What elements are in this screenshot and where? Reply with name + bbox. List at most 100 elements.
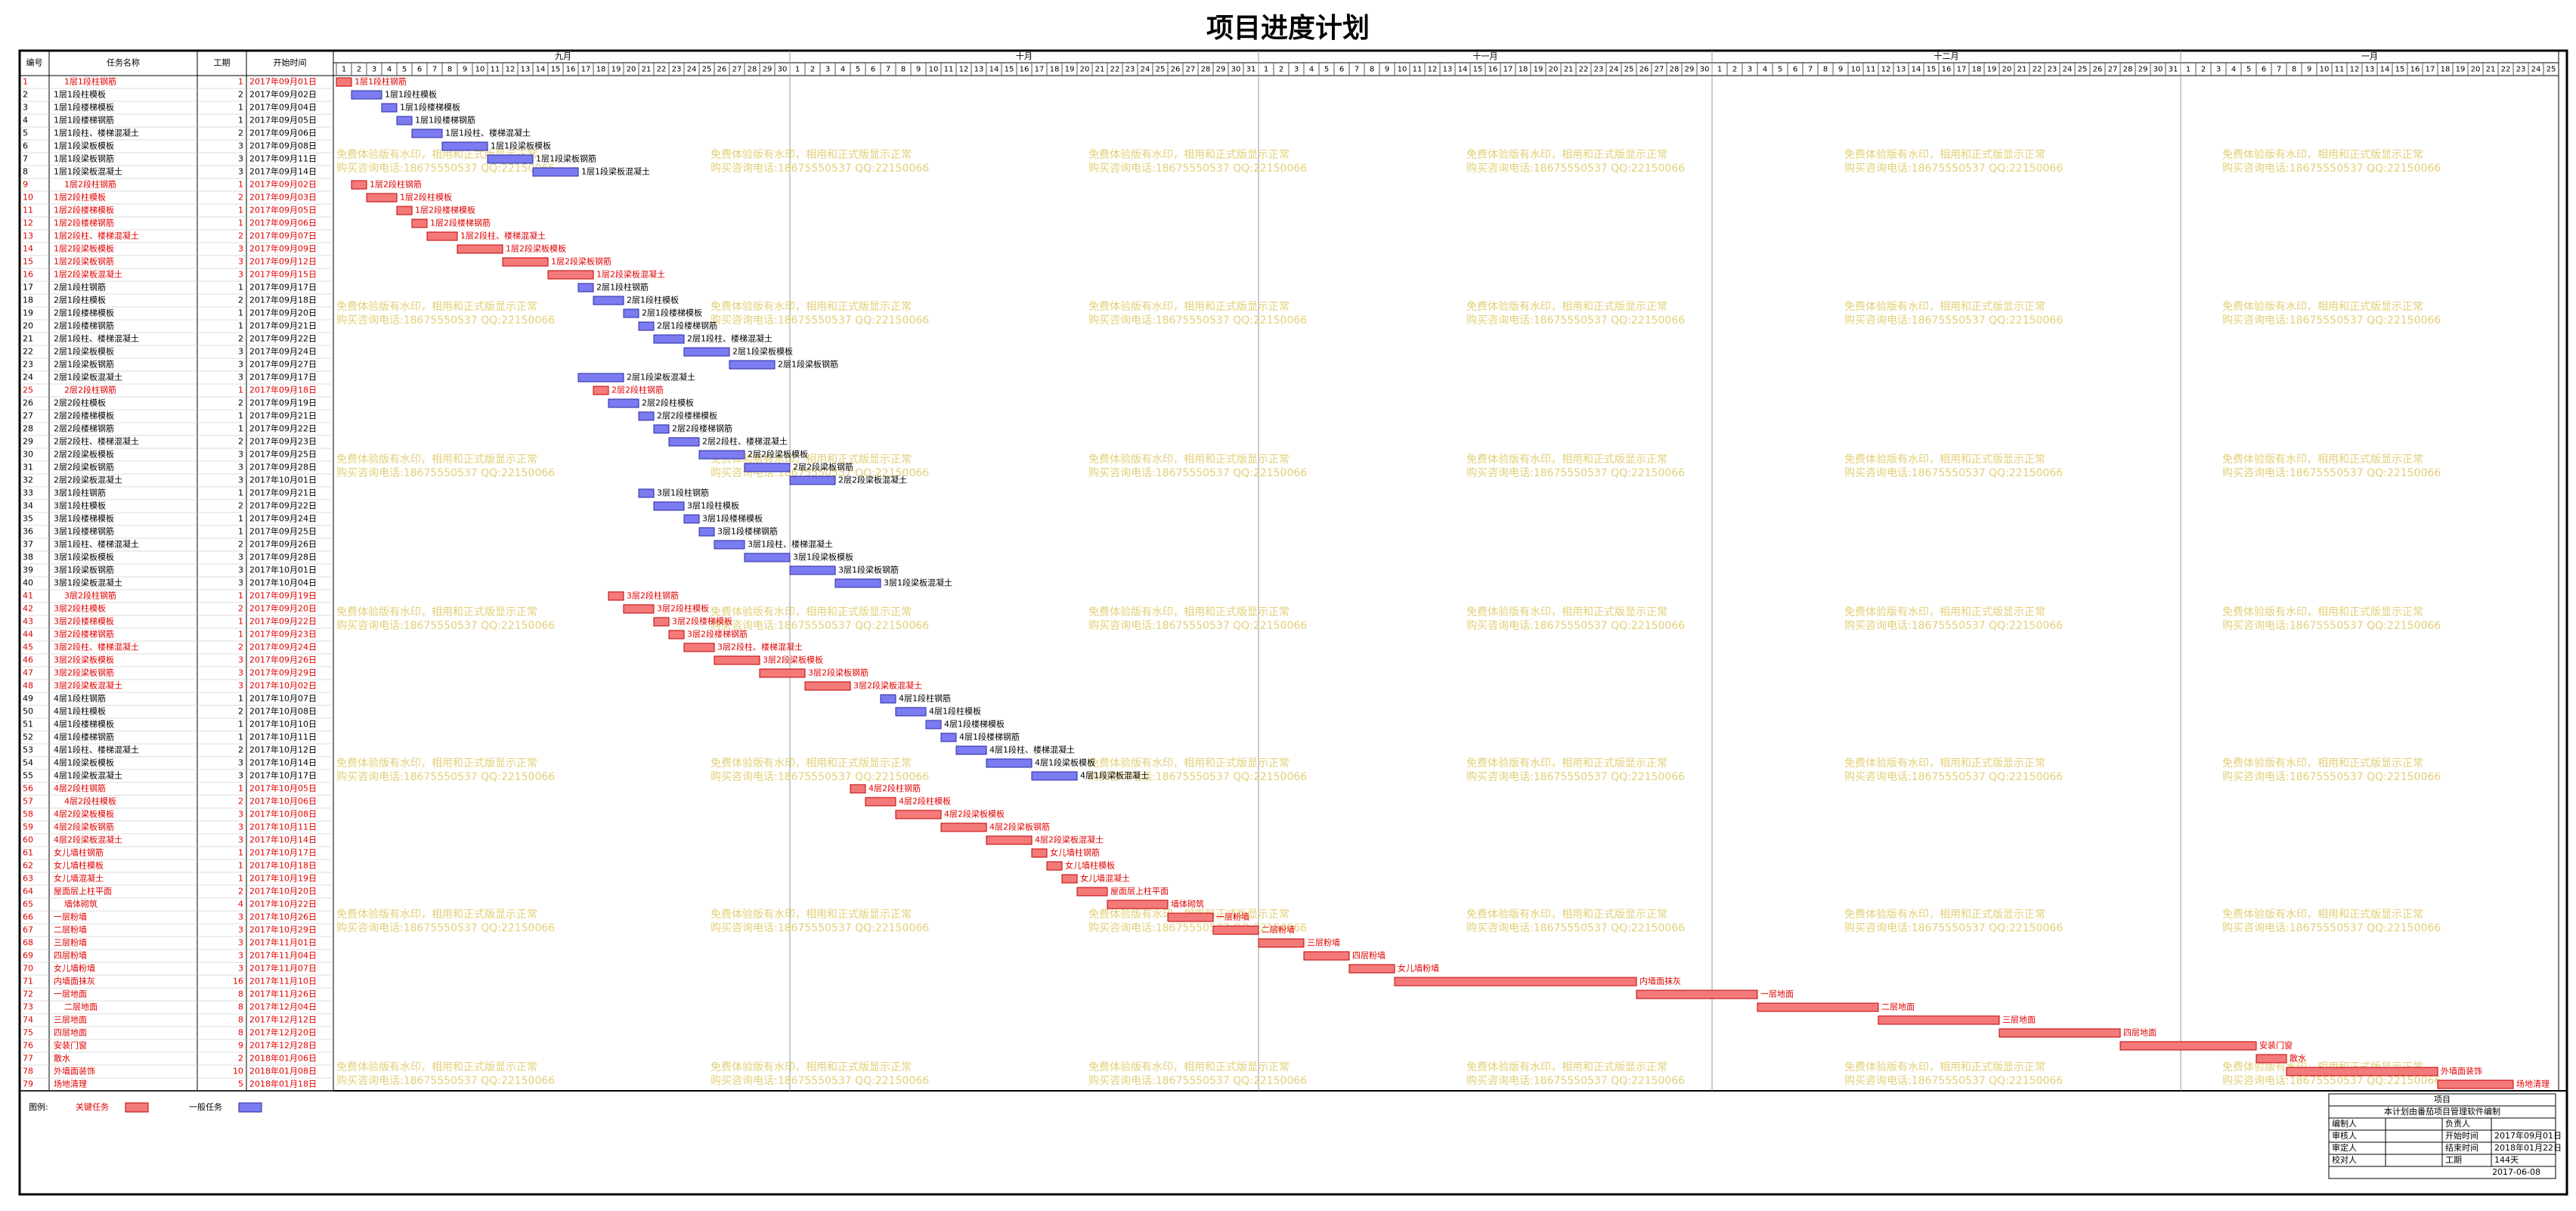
bar-label: 3层1段梁板模板 xyxy=(793,552,853,562)
watermark: 购买咨询电话:18675550537 QQ:22150066 xyxy=(2222,771,2441,783)
bar-label: 四层地面 xyxy=(2123,1028,2156,1038)
info-cell: 开始时间 xyxy=(2445,1130,2478,1141)
watermark: 购买咨询电话:18675550537 QQ:22150066 xyxy=(336,1075,555,1087)
task-duration: 2 xyxy=(238,231,243,241)
day-label: 21 xyxy=(1095,66,1105,74)
watermark: 购买咨询电话:18675550537 QQ:22150066 xyxy=(1466,922,1685,934)
task-id: 33 xyxy=(23,488,33,498)
watermark: 购买咨询电话:18675550537 QQ:22150066 xyxy=(1844,163,2063,175)
task-id: 30 xyxy=(23,450,33,460)
day-label: 1 xyxy=(1717,66,1722,74)
task-start: 2017年11月01日 xyxy=(249,937,317,948)
task-start: 2017年10月19日 xyxy=(249,873,317,884)
day-label: 17 xyxy=(581,66,591,74)
day-label: 5 xyxy=(402,66,407,74)
task-id: 73 xyxy=(23,1002,33,1012)
bar-label: 4层1段柱钢筋 xyxy=(899,693,951,704)
task-id: 24 xyxy=(23,373,33,383)
day-label: 15 xyxy=(1473,66,1483,74)
task-start: 2017年09月03日 xyxy=(249,192,317,203)
day-label: 16 xyxy=(2410,66,2420,74)
watermark: 免费体验版有水印，相用和正式版显示正常 xyxy=(1088,757,1290,770)
watermark: 购买咨询电话:18675550537 QQ:22150066 xyxy=(336,314,555,327)
day-label: 17 xyxy=(2426,66,2435,74)
bar-label: 2层1段楼梯钢筋 xyxy=(657,321,717,331)
info-cell: 编制人 xyxy=(2332,1118,2357,1129)
task-start: 2017年11月04日 xyxy=(249,950,317,961)
day-label: 20 xyxy=(2471,66,2481,74)
task-duration: 1 xyxy=(238,527,243,537)
task-name: 3层2段楼梯模板 xyxy=(54,616,114,627)
task-name: 1层2段楼梯钢筋 xyxy=(54,218,114,228)
watermark: 免费体验版有水印，相用和正式版显示正常 xyxy=(2222,454,2423,466)
day-label: 24 xyxy=(2063,66,2073,74)
task-duration: 3 xyxy=(238,822,243,832)
normal-bar xyxy=(411,129,443,138)
day-label: 26 xyxy=(717,66,727,74)
task-start: 2017年10月01日 xyxy=(249,475,317,485)
task-name: 2层1段梁板模板 xyxy=(54,346,114,357)
bar-label: 女儿墙柱钢筋 xyxy=(1050,847,1100,858)
bar-label: 1层2段柱模板 xyxy=(400,192,452,203)
day-label: 15 xyxy=(1005,66,1014,74)
task-duration: 1 xyxy=(238,514,243,524)
task-start: 2017年09月02日 xyxy=(249,89,317,100)
task-duration: 3 xyxy=(238,835,243,845)
task-duration: 1 xyxy=(238,103,243,113)
task-start: 2017年10月04日 xyxy=(249,578,317,588)
normal-bar xyxy=(683,514,700,524)
task-start: 2017年10月12日 xyxy=(249,745,317,755)
day-label: 20 xyxy=(2002,66,2012,74)
normal-bar xyxy=(744,463,791,472)
day-label: 23 xyxy=(2048,66,2057,74)
day-label: 8 xyxy=(1823,66,1828,74)
task-duration: 3 xyxy=(238,270,243,280)
day-label: 11 xyxy=(1866,66,1876,74)
task-name: 二层地面 xyxy=(64,1002,98,1012)
task-duration: 1 xyxy=(238,116,243,125)
task-id: 50 xyxy=(23,707,33,717)
task-duration: 2 xyxy=(238,1054,243,1064)
task-duration: 3 xyxy=(238,912,243,922)
task-start: 2017年09月23日 xyxy=(249,629,317,640)
critical-bar xyxy=(1061,874,1078,884)
task-name: 2层2段柱钢筋 xyxy=(64,385,116,395)
task-duration: 8 xyxy=(238,990,243,999)
bar-label: 女儿墙混凝土 xyxy=(1080,873,1130,884)
info-cell: 144天 xyxy=(2494,1155,2519,1165)
task-start: 2017年10月11日 xyxy=(249,732,317,742)
normal-bar xyxy=(441,141,488,151)
task-id: 78 xyxy=(23,1067,33,1076)
task-duration: 3 xyxy=(238,964,243,974)
day-label: 25 xyxy=(2547,66,2556,74)
critical-bar xyxy=(351,180,367,190)
task-duration: 2 xyxy=(238,501,243,511)
day-label: 23 xyxy=(1125,66,1135,74)
watermark: 购买咨询电话:18675550537 QQ:22150066 xyxy=(336,467,555,479)
task-name: 三层地面 xyxy=(54,1015,87,1025)
task-duration: 1 xyxy=(238,488,243,498)
day-label: 31 xyxy=(2169,66,2178,74)
task-name: 1层2段梁板模板 xyxy=(54,243,114,254)
task-id: 47 xyxy=(23,668,33,678)
day-label: 26 xyxy=(1639,66,1649,74)
normal-bar xyxy=(940,732,957,742)
task-name: 2层2段梁板模板 xyxy=(54,449,114,460)
watermark: 免费体验版有水印，相用和正式版显示正常 xyxy=(1088,301,1290,313)
task-start: 2017年12月20日 xyxy=(249,1027,317,1038)
task-id: 22 xyxy=(23,347,33,357)
task-id: 59 xyxy=(23,822,33,832)
bar-label: 4层2段柱钢筋 xyxy=(868,783,921,794)
day-label: 9 xyxy=(463,66,467,74)
bar-label: 3层2段柱、楼梯混凝土 xyxy=(717,642,803,652)
task-start: 2017年09月25日 xyxy=(249,526,317,537)
day-label: 2 xyxy=(357,66,361,74)
task-id: 14 xyxy=(23,244,33,254)
task-duration: 3 xyxy=(238,925,243,935)
bar-label: 女儿墙柱模板 xyxy=(1065,860,1115,871)
task-name: 外墙面装饰 xyxy=(54,1066,95,1076)
bar-label: 3层1段柱模板 xyxy=(687,500,739,511)
task-name: 4层2段梁板模板 xyxy=(54,809,114,819)
task-duration: 1 xyxy=(238,321,243,331)
task-name: 1层2段柱模板 xyxy=(54,192,106,203)
